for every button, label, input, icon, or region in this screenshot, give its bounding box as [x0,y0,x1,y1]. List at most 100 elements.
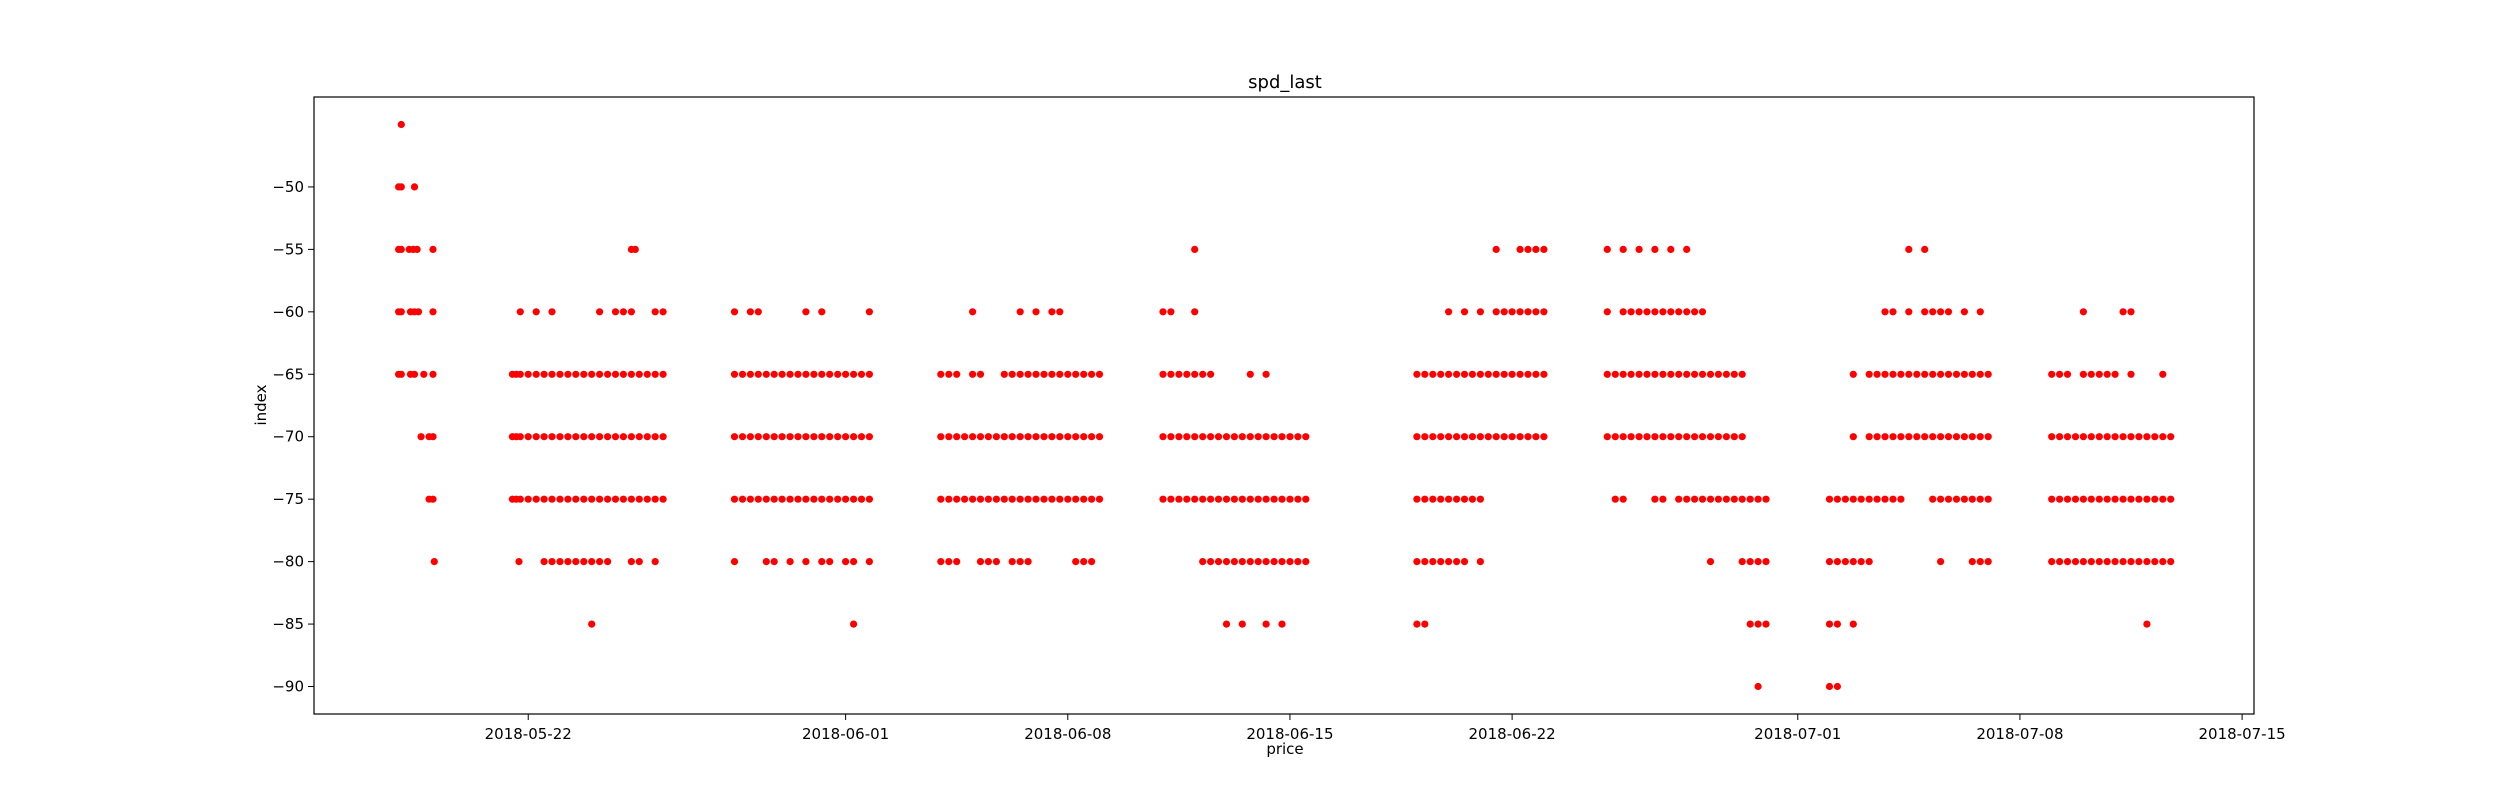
data-point [611,495,620,503]
data-point [516,370,524,378]
data-point [1873,495,1881,503]
data-point [1698,433,1707,441]
data-point [1032,495,1040,503]
data-point [1238,433,1246,441]
data-point [580,558,588,566]
data-point [2111,433,2119,441]
data-point [540,558,548,566]
data-point [730,370,739,378]
data-point [1175,370,1183,378]
data-point [1619,495,1627,503]
data-point [865,558,874,566]
data-point [1167,370,1175,378]
data-point [604,495,612,503]
data-point [1865,558,1873,566]
data-point [786,558,794,566]
data-point [1413,495,1421,503]
data-point [1651,433,1659,441]
data-point [651,433,659,441]
data-point [1921,245,1929,253]
data-point [1040,495,1048,503]
data-point [2087,558,2095,566]
data-point [1603,370,1611,378]
data-point [1072,433,1080,441]
data-point [818,433,826,441]
data-point [1088,433,1096,441]
data-point [429,433,437,441]
data-point [1191,495,1199,503]
data-point [1056,370,1064,378]
data-point [1921,370,1929,378]
data-point [1849,620,1857,628]
data-point [1230,495,1238,503]
data-point [631,245,639,253]
data-point [1008,558,1016,566]
data-point [604,370,612,378]
data-point [1667,245,1675,253]
data-point [1730,433,1738,441]
data-point [850,558,858,566]
data-point [2095,433,2103,441]
data-point [1881,370,1889,378]
data-point [2119,308,2127,316]
data-point [1064,370,1072,378]
data-point [2135,495,2143,503]
data-point [984,558,993,566]
data-point [643,433,651,441]
data-point [1841,495,1849,503]
data-point [2063,433,2072,441]
data-point [1675,308,1683,316]
data-point [850,620,858,628]
data-point [1635,245,1643,253]
data-point [857,370,866,378]
data-point [1889,495,1897,503]
data-point [818,370,826,378]
data-point [865,308,874,316]
data-point [1659,308,1667,316]
data-point [2063,558,2072,566]
data-point [1722,495,1730,503]
data-point [2056,558,2064,566]
data-point [1445,558,1453,566]
data-point [1159,370,1167,378]
data-point [2087,433,2095,441]
data-point [413,245,421,253]
data-point [604,433,612,441]
data-point [1262,558,1270,566]
data-point [659,370,667,378]
data-point [1730,495,1738,503]
data-point [1881,495,1889,503]
data-point [1199,433,1207,441]
data-point [762,370,770,378]
data-point [659,308,667,316]
data-point [1024,495,1032,503]
data-point [937,433,945,441]
data-point [1524,308,1532,316]
data-point [738,495,747,503]
data-point [1191,370,1199,378]
data-point [953,558,961,566]
data-point [532,433,540,441]
data-point [1937,495,1945,503]
data-point [1016,433,1024,441]
data-point [1445,433,1453,441]
data-point [2079,558,2087,566]
data-point [1706,370,1715,378]
data-point [580,433,588,441]
data-point [1976,558,1984,566]
data-point [635,495,643,503]
data-point [969,308,977,316]
data-point [1056,308,1064,316]
data-point [532,495,540,503]
data-point [1484,370,1492,378]
data-point [1635,370,1643,378]
data-point [2079,433,2087,441]
x-axis-label: price [1266,740,1303,758]
data-point [1746,620,1754,628]
data-point [778,495,786,503]
data-point [588,370,596,378]
data-point [1619,308,1627,316]
data-point [1095,433,1104,441]
data-point [1675,495,1683,503]
data-point [1159,433,1167,441]
